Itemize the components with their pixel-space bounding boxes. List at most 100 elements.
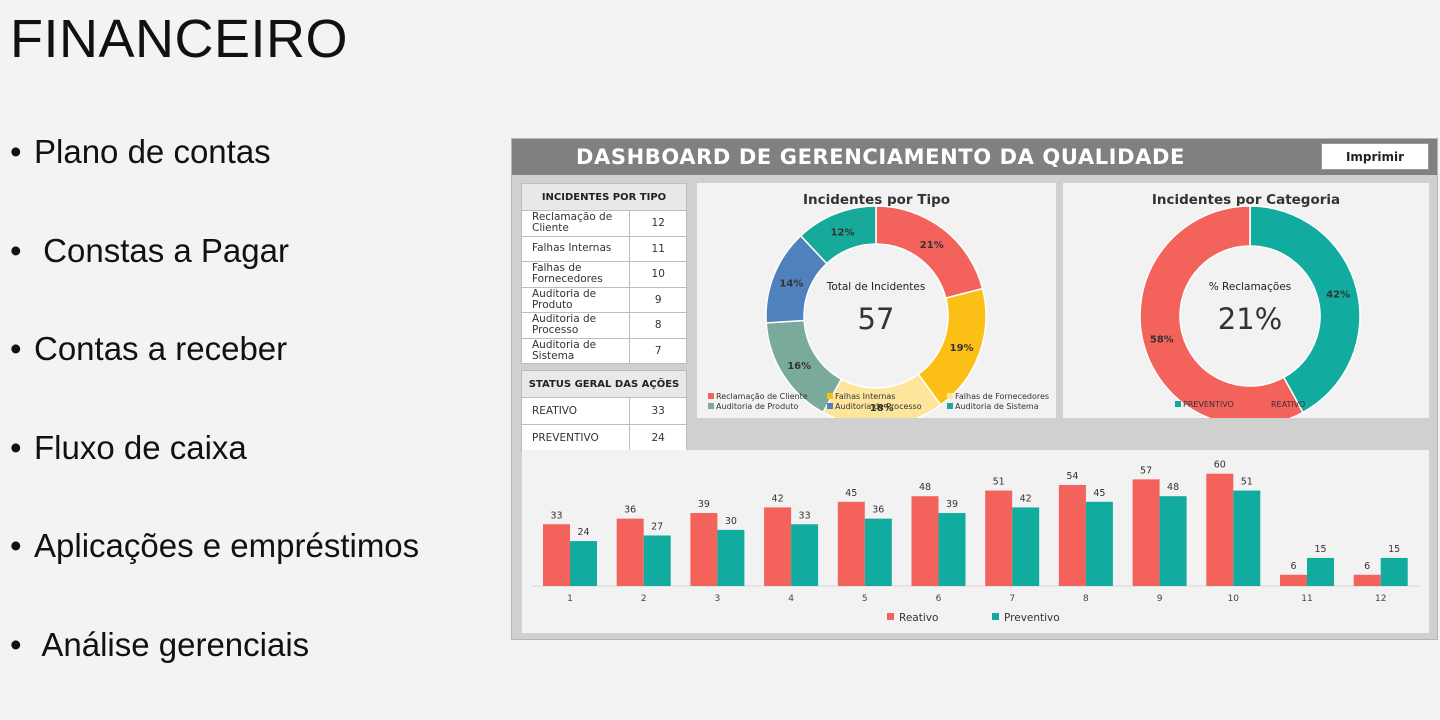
row-label: Falhas de Fornecedores — [520, 261, 631, 288]
table-header: INCIDENTES POR TIPO — [521, 183, 687, 211]
bar-value-label: 57 — [1140, 465, 1152, 476]
bar — [985, 490, 1013, 586]
slice-label: 12% — [831, 227, 855, 238]
bar — [1307, 557, 1334, 586]
x-tick-label: 6 — [936, 594, 942, 604]
table-row: Reclamação de Cliente 12 — [520, 210, 687, 237]
bullet-item: • Contas a receber — [10, 325, 419, 424]
table-row: REATIVO 33 — [520, 397, 687, 425]
print-button[interactable]: Imprimir — [1321, 143, 1429, 170]
center-label: Total de Incidentes — [826, 281, 926, 293]
dashboard-title: DASHBOARD DE GERENCIAMENTO DA QUALIDADE — [576, 145, 1185, 169]
bullet-dot: • — [10, 231, 22, 269]
slice-label: 42% — [1326, 289, 1350, 300]
slice-label: 21% — [920, 240, 944, 251]
legend-swatch — [1263, 401, 1269, 407]
bar-value-label: 42 — [1020, 493, 1032, 504]
bar — [837, 501, 865, 586]
bar-value-label: 51 — [1241, 477, 1253, 488]
legend-label: Auditoria de Sistema — [955, 402, 1039, 411]
legend-swatch — [708, 403, 714, 409]
row-label: Auditoria de Produto — [520, 286, 631, 313]
legend-swatch — [947, 393, 953, 399]
bullet-item: • Análise gerenciais — [10, 621, 419, 720]
bullet-text: Plano de contas — [34, 133, 271, 170]
x-tick-label: 11 — [1301, 594, 1312, 604]
dashboard-header: DASHBOARD DE GERENCIAMENTO DA QUALIDADE … — [512, 139, 1437, 175]
slice-label: 58% — [1150, 335, 1174, 346]
row-value: 10 — [629, 261, 687, 288]
bar-value-label: 36 — [872, 505, 884, 516]
bar — [938, 513, 966, 586]
legend-label: Auditoria de Produto — [716, 402, 798, 411]
bar — [1058, 484, 1086, 586]
bullet-list: • Plano de contas • Constas a Pagar • Cont… — [10, 128, 419, 719]
bar-value-label: 33 — [550, 510, 562, 521]
legend-label: Auditoria de Processo — [835, 402, 922, 411]
bar — [1159, 496, 1187, 586]
bar-value-label: 30 — [725, 516, 737, 527]
bar — [643, 535, 671, 586]
bullet-dot: • — [10, 625, 22, 663]
donut-slice — [799, 205, 877, 265]
legend-swatch — [827, 393, 833, 399]
bullet-dot: • — [10, 428, 22, 466]
table-row: Auditoria de Produto 9 — [520, 286, 687, 313]
row-value: 33 — [629, 397, 687, 425]
x-tick-label: 8 — [1083, 594, 1089, 604]
x-tick-label: 1 — [567, 594, 573, 604]
status-table: STATUS GERAL DAS AÇÕES REATIVO 33 PREVENT… — [520, 370, 687, 452]
monthly-bar-chart: 33 24 1 36 27 2 39 30 3 42 33 4 45 36 5 48 39 6 51 42 7 54 45 8… — [532, 460, 1419, 624]
bar — [864, 518, 892, 586]
incidents-by-category-panel: Incidentes por Categoria 42% 58% % Reclama… — [1063, 183, 1429, 418]
bar — [690, 513, 718, 586]
legend-label: Preventivo — [1004, 612, 1060, 624]
bar-value-label: 27 — [651, 521, 663, 532]
table-row: Auditoria de Sistema 7 — [520, 337, 687, 364]
incidents-by-type-table: INCIDENTES POR TIPO Reclamação de Client… — [520, 183, 687, 364]
bullet-item: • Constas a Pagar — [10, 227, 419, 326]
table-header: STATUS GERAL DAS AÇÕES — [521, 370, 687, 398]
row-value: 8 — [629, 312, 687, 339]
row-label: Reclamação de Cliente — [520, 210, 631, 237]
center-value: 57 — [858, 302, 895, 336]
donut-slice — [1139, 205, 1305, 418]
legend-swatch — [827, 403, 833, 409]
incidents-by-type-panel: Incidentes por Tipo 21% 19% 18% 16% 14% 12% To… — [697, 183, 1056, 418]
row-label: PREVENTIVO — [520, 424, 631, 452]
x-tick-label: 10 — [1228, 594, 1240, 604]
row-label: Auditoria de Sistema — [520, 337, 631, 364]
bullet-text: Análise gerenciais — [34, 625, 310, 663]
bar-value-label: 48 — [1167, 482, 1179, 493]
bar — [1353, 574, 1381, 586]
slice-label: 18% — [870, 403, 894, 414]
table-row: PREVENTIVO 24 — [520, 424, 687, 452]
bar — [1132, 479, 1160, 586]
bullet-text: Fluxo de caixa — [34, 428, 247, 466]
center-label: % Reclamações — [1209, 281, 1292, 293]
slide-title: FINANCEIRO — [10, 9, 349, 69]
bullet-item: • Plano de contas — [10, 128, 419, 227]
row-value: 7 — [629, 337, 687, 364]
bar — [764, 507, 792, 586]
bullet-item: • Fluxo de caixa — [10, 424, 419, 523]
bar — [1085, 501, 1113, 586]
x-tick-label: 12 — [1375, 594, 1386, 604]
table-row: Falhas de Fornecedores 10 — [520, 261, 687, 288]
bullet-text: Aplicações e empréstimos — [34, 527, 420, 564]
slice-label: 16% — [787, 361, 811, 372]
bullet-text: Constas a Pagar — [34, 231, 289, 269]
legend-label: Falhas de Fornecedores — [955, 392, 1049, 401]
legend-label: PREVENTIVO — [1183, 400, 1234, 409]
bar — [570, 541, 597, 586]
bar-value-label: 6 — [1290, 561, 1296, 572]
bar-value-label: 39 — [946, 499, 958, 510]
bar — [543, 524, 570, 586]
row-value: 12 — [629, 210, 687, 237]
bullet-dot: • — [10, 330, 22, 367]
center-value: 21% — [1218, 302, 1282, 336]
x-tick-label: 5 — [862, 594, 868, 604]
legend-swatch — [947, 403, 953, 409]
slice-label: 14% — [779, 279, 803, 290]
chart-title: Incidentes por Tipo — [802, 192, 951, 208]
